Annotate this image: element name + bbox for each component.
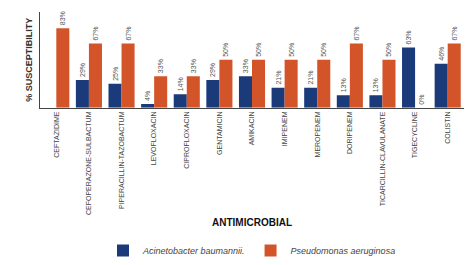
svg-text:33%: 33% xyxy=(242,59,249,73)
svg-text:67%: 67% xyxy=(125,27,132,41)
svg-text:83%: 83% xyxy=(59,11,66,25)
svg-text:TIGECYCLINE: TIGECYCLINE xyxy=(411,111,418,158)
svg-text:Acinetobacter baumannii.: Acinetobacter baumannii. xyxy=(142,246,245,256)
svg-text:21%: 21% xyxy=(307,71,314,85)
svg-text:29%: 29% xyxy=(209,63,216,77)
svg-text:COLISTIN: COLISTIN xyxy=(444,112,451,144)
svg-text:PIPERACILLIN-TAZOBACTUM: PIPERACILLIN-TAZOBACTUM xyxy=(118,111,125,209)
svg-text:MEROPENEM: MEROPENEM xyxy=(314,111,321,157)
svg-text:% SUSCEPTIBILITY: % SUSCEPTIBILITY xyxy=(24,18,34,102)
svg-text:TICARCILLIN-CLAVULANATE: TICARCILLIN-CLAVULANATE xyxy=(379,111,386,206)
svg-text:50%: 50% xyxy=(385,43,392,57)
svg-text:63%: 63% xyxy=(405,30,412,44)
svg-text:21%: 21% xyxy=(275,71,282,85)
svg-text:AMIKACIN: AMIKACIN xyxy=(248,112,255,146)
svg-text:ANTIMICROBIAL: ANTIMICROBIAL xyxy=(212,217,292,228)
svg-text:46%: 46% xyxy=(438,47,445,61)
svg-text:13%: 13% xyxy=(340,78,347,92)
svg-text:50%: 50% xyxy=(320,43,327,57)
svg-text:DORIPENEM: DORIPENEM xyxy=(346,111,353,154)
svg-text:Pseudomonas aeruginosa: Pseudomonas aeruginosa xyxy=(291,246,396,256)
svg-text:50%: 50% xyxy=(288,43,295,57)
svg-text:33%: 33% xyxy=(190,59,197,73)
svg-text:14%: 14% xyxy=(177,77,184,91)
svg-text:13%: 13% xyxy=(372,78,379,92)
svg-text:GENTAMICIN: GENTAMICIN xyxy=(216,112,223,155)
svg-text:CIPROFLOXACIN: CIPROFLOXACIN xyxy=(183,112,190,169)
svg-text:67%: 67% xyxy=(353,27,360,41)
svg-text:50%: 50% xyxy=(222,43,229,57)
svg-text:67%: 67% xyxy=(451,27,458,41)
svg-text:CEFTAZIDIME: CEFTAZIDIME xyxy=(53,111,60,157)
svg-text:33%: 33% xyxy=(157,59,164,73)
svg-text:4%: 4% xyxy=(144,91,151,101)
svg-text:LEVOFLOXACIN: LEVOFLOXACIN xyxy=(150,112,157,166)
svg-text:25%: 25% xyxy=(112,67,119,81)
svg-text:0%: 0% xyxy=(418,95,425,105)
svg-text:CEFOPERAZONE-SULBACTUM: CEFOPERAZONE-SULBACTUM xyxy=(85,111,92,215)
svg-text:29%: 29% xyxy=(79,63,86,77)
svg-text:50%: 50% xyxy=(255,43,262,57)
svg-text:IMIPENEM: IMIPENEM xyxy=(281,111,288,146)
svg-text:67%: 67% xyxy=(92,27,99,41)
